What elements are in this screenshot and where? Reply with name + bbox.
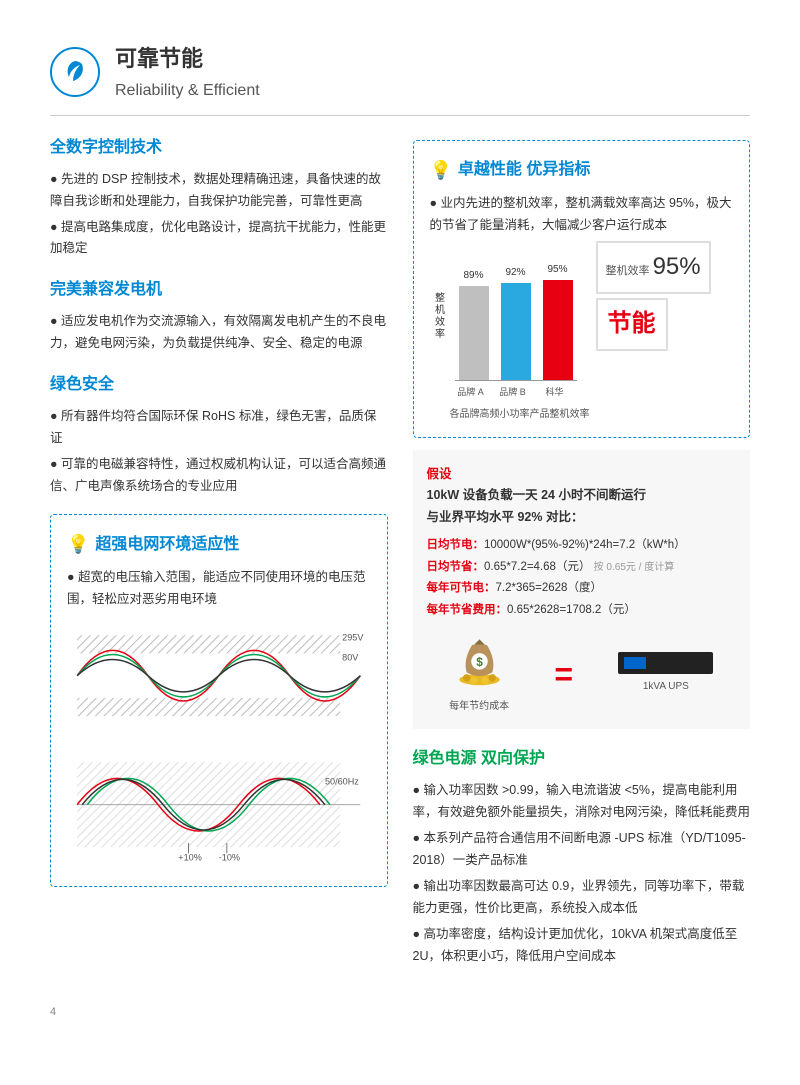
cost-comparison-row: $ 每年节约成本 = 1kVA UPS xyxy=(427,632,737,715)
paragraph: ● 提高电路集成度，优化电路设计，提高抗干扰能力，性能更加稳定 xyxy=(50,217,388,261)
paragraph: ● 输出功率因数最高可达 0.9，业界领先，同等功率下，带载能力更强，性价比更高… xyxy=(413,876,751,920)
v-low-label: 80V xyxy=(342,653,359,663)
section-green-power: 绿色电源 双向保护 ● 输入功率因数 >0.99，输入电流谐波 <5%，提高电能… xyxy=(413,745,751,967)
chart-caption: 各品牌高频小功率产品整机效率 xyxy=(450,406,590,423)
assumption-box: 假设 10kW 设备负载一天 24 小时不间断运行 与业界平均水平 92% 对比… xyxy=(413,450,751,729)
money-bag-icon: $ xyxy=(452,632,507,687)
box-title: 💡 超强电网环境适应性 xyxy=(67,529,371,560)
performance-box: 💡 卓越性能 优异指标 ● 业内先进的整机效率，整机满载效率高达 95%，极大的… xyxy=(413,140,751,439)
box-title: 💡 卓越性能 优异指标 xyxy=(430,155,734,186)
svg-text:50/60Hz: 50/60Hz xyxy=(325,776,359,786)
box-title-text: 超强电网环境适应性 xyxy=(95,531,239,558)
box-title-text: 卓越性能 优异指标 xyxy=(458,156,590,183)
section-title: 绿色安全 xyxy=(50,371,388,398)
paragraph: ● 所有器件均符合国际环保 RoHS 标准，绿色无害，品质保证 xyxy=(50,406,388,450)
paragraph: ● 可靠的电磁兼容特性，通过权威机构认证，可以适合高频通信、广电声像系统场合的专… xyxy=(50,454,388,498)
divider xyxy=(50,115,750,116)
page-header: 可靠节能 Reliability & Efficient xyxy=(50,40,750,105)
paragraph: ● 业内先进的整机效率，整机满载效率高达 95%，极大的节省了能量消耗，大幅减少… xyxy=(430,193,734,237)
cost-left-label: 每年节约成本 xyxy=(449,698,509,715)
paragraph: ● 高功率密度，结构设计更加优化，10kVA 机架式高度低至 2U，体积更小巧，… xyxy=(413,924,751,968)
page-number: 4 xyxy=(50,1003,750,1022)
svg-text:-10%: -10% xyxy=(219,852,240,862)
paragraph: ● 适应发电机作为交流源输入，有效隔离发电机产生的不良电力，避免电网污染，为负载… xyxy=(50,311,388,355)
ups-device-icon xyxy=(618,652,713,674)
svg-text:$: $ xyxy=(476,655,483,669)
section-title: 完美兼容发电机 xyxy=(50,276,388,303)
paragraph: ● 输入功率因数 >0.99，输入电流谐波 <5%，提高电能利用率，有效避免额外… xyxy=(413,780,751,824)
efficiency-bar-chart: 整机效率 89%92%95% xyxy=(430,251,590,381)
y-axis-label: 整机效率 xyxy=(430,292,447,340)
svg-text:+10%: +10% xyxy=(178,852,202,862)
section-title: 全数字控制技术 xyxy=(50,134,388,161)
section-generator-compat: 完美兼容发电机 ● 适应发电机作为交流源输入，有效隔离发电机产生的不良电力，避免… xyxy=(50,276,388,355)
section-digital-control: 全数字控制技术 ● 先进的 DSP 控制技术，数据处理精确迅速，具备快速的故障自… xyxy=(50,134,388,261)
paragraph: ● 先进的 DSP 控制技术，数据处理精确迅速，具备快速的故障自我诊断和处理能力… xyxy=(50,169,388,213)
saving-tag: 节能 xyxy=(596,298,668,351)
cost-right-label: 1kVA UPS xyxy=(618,678,713,695)
x-axis-labels: 品牌 A品牌 B科华 xyxy=(452,385,590,400)
page-title-cn: 可靠节能 xyxy=(115,40,260,77)
bulb-icon: 💡 xyxy=(67,529,89,560)
section-green-safe: 绿色安全 ● 所有器件均符合国际环保 RoHS 标准，绿色无害，品质保证 ● 可… xyxy=(50,371,388,498)
equals-icon: = xyxy=(554,647,573,701)
v-high-label: 295V xyxy=(342,633,364,643)
efficiency-callout: 整机效率 95% xyxy=(596,241,711,294)
leaf-icon xyxy=(50,47,100,97)
paragraph: ● 本系列产品符合通信用不间断电源 -UPS 标准（YD/T1095-2018）… xyxy=(413,828,751,872)
frequency-wave-chart: 50/60Hz +10% -10% xyxy=(67,744,371,872)
assume-head: 假设 10kW 设备负载一天 24 小时不间断运行 与业界平均水平 92% 对比… xyxy=(427,464,737,528)
bulb-icon: 💡 xyxy=(430,155,452,186)
section-title: 绿色电源 双向保护 xyxy=(413,745,751,772)
voltage-wave-chart: 295V 80V xyxy=(67,615,371,743)
paragraph: ● 超宽的电压输入范围，能适应不同使用环境的电压范围，轻松应对恶劣用电环境 xyxy=(67,567,371,611)
page-title-en: Reliability & Efficient xyxy=(115,77,260,104)
grid-adaptability-box: 💡 超强电网环境适应性 ● 超宽的电压输入范围，能适应不同使用环境的电压范围，轻… xyxy=(50,514,388,887)
